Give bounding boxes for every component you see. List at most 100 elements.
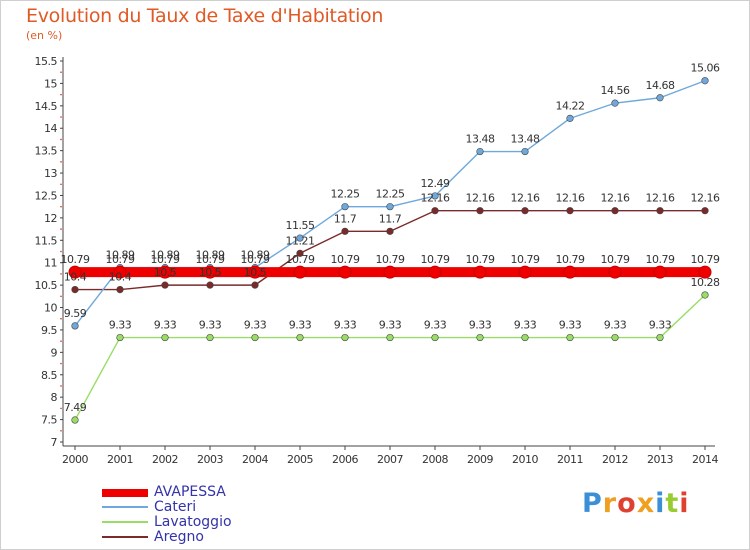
data-label: 10.79 (331, 253, 360, 266)
y-tick-label: 15 (44, 77, 57, 90)
data-label: 10.79 (421, 253, 450, 266)
data-point (701, 207, 709, 215)
data-label: 12.49 (421, 177, 450, 190)
data-label: 9.59 (64, 307, 87, 320)
data-label: 12.16 (646, 192, 675, 205)
data-label: 10.4 (64, 271, 87, 284)
data-point (473, 265, 487, 279)
data-label: 9.33 (559, 319, 582, 332)
data-label: 9.33 (604, 319, 627, 332)
y-minor-tick (60, 273, 62, 275)
data-label: 12.25 (376, 188, 405, 201)
data-label: 12.16 (601, 192, 630, 205)
logo-letter: i (655, 488, 666, 519)
data-point (476, 147, 484, 156)
data-point (248, 265, 262, 279)
data-label: 9.33 (379, 319, 402, 332)
data-label: 10.79 (241, 253, 270, 266)
data-label: 12.16 (466, 192, 495, 205)
data-point (698, 265, 712, 279)
data-label: 9.33 (244, 319, 267, 332)
data-point (611, 99, 619, 107)
y-tick-label: 8.5 (41, 369, 57, 382)
data-label: 10.28 (691, 276, 720, 289)
legend-label: Cateri (154, 499, 197, 515)
data-point (206, 281, 214, 289)
data-label: 9.33 (469, 319, 492, 332)
data-point (701, 291, 709, 299)
legend-swatch (102, 506, 148, 508)
data-label: 12.25 (331, 188, 360, 201)
data-label: 7.49 (64, 401, 87, 414)
logo-letter: t (665, 488, 680, 519)
y-tick-label: 9 (51, 346, 58, 359)
data-label: 9.33 (649, 319, 672, 332)
y-tick-label: 13 (44, 167, 57, 180)
data-label: 10.5 (154, 266, 177, 279)
data-point (341, 227, 349, 235)
data-label: 10.5 (199, 266, 222, 279)
data-point (611, 333, 619, 342)
data-point (521, 207, 529, 215)
legend-swatch (102, 521, 148, 523)
data-label: 10.5 (244, 266, 267, 279)
legend-label: Lavatoggio (154, 514, 232, 530)
data-label: 10.79 (376, 253, 405, 266)
data-label: 10.4 (109, 271, 132, 284)
data-point (116, 286, 124, 294)
data-point (338, 265, 352, 279)
data-point (203, 265, 217, 279)
y-minor-tick (60, 429, 62, 432)
data-point (71, 416, 79, 424)
data-point (161, 281, 169, 289)
x-tick-label: 2002 (152, 453, 178, 466)
x-tick-label: 2004 (242, 453, 268, 466)
x-tick-label: 2007 (377, 453, 403, 466)
y-minor-tick (60, 407, 62, 410)
y-tick-label: 10 (44, 302, 57, 315)
data-label: 10.79 (646, 253, 675, 266)
y-minor-tick (60, 161, 62, 163)
data-point (476, 333, 484, 342)
data-label: 10.79 (286, 253, 315, 266)
x-tick-label: 2010 (512, 453, 538, 466)
data-point (158, 265, 172, 279)
y-minor-tick (60, 93, 62, 96)
y-minor-tick (60, 228, 62, 230)
x-tick-label: 2013 (647, 453, 673, 466)
data-point (341, 333, 349, 342)
data-label: 12.16 (511, 192, 540, 205)
data-point (431, 192, 439, 200)
y-minor-tick (60, 71, 62, 74)
data-label: 9.33 (154, 319, 177, 332)
data-point (68, 265, 82, 279)
y-tick-label: 7.5 (41, 414, 57, 427)
data-point (521, 333, 529, 342)
x-tick-label: 2011 (557, 453, 583, 466)
y-tick-label: 14 (44, 122, 57, 135)
x-tick-label: 2006 (332, 453, 358, 466)
data-label: 10.79 (106, 253, 135, 266)
data-point (563, 265, 577, 279)
data-point (431, 333, 439, 342)
data-point (161, 333, 169, 342)
data-point (656, 207, 664, 215)
data-label: 15.06 (691, 62, 720, 75)
x-tick-label: 2008 (422, 453, 448, 466)
data-label: 9.33 (199, 319, 222, 332)
legend-label: AVAPESSA (154, 484, 226, 500)
y-minor-tick (60, 138, 62, 141)
data-label: 10.79 (151, 253, 180, 266)
chart-subtitle: (en %) (26, 29, 63, 42)
data-label: 12.16 (691, 192, 720, 205)
y-minor-tick (60, 317, 62, 320)
data-label: 13.48 (466, 133, 495, 146)
data-point (383, 265, 397, 279)
logo-letter: r (602, 488, 618, 519)
data-point (296, 333, 304, 342)
y-minor-tick (60, 385, 62, 387)
data-point (611, 207, 619, 215)
y-tick-label: 15.5 (35, 55, 58, 68)
data-point (431, 207, 439, 215)
